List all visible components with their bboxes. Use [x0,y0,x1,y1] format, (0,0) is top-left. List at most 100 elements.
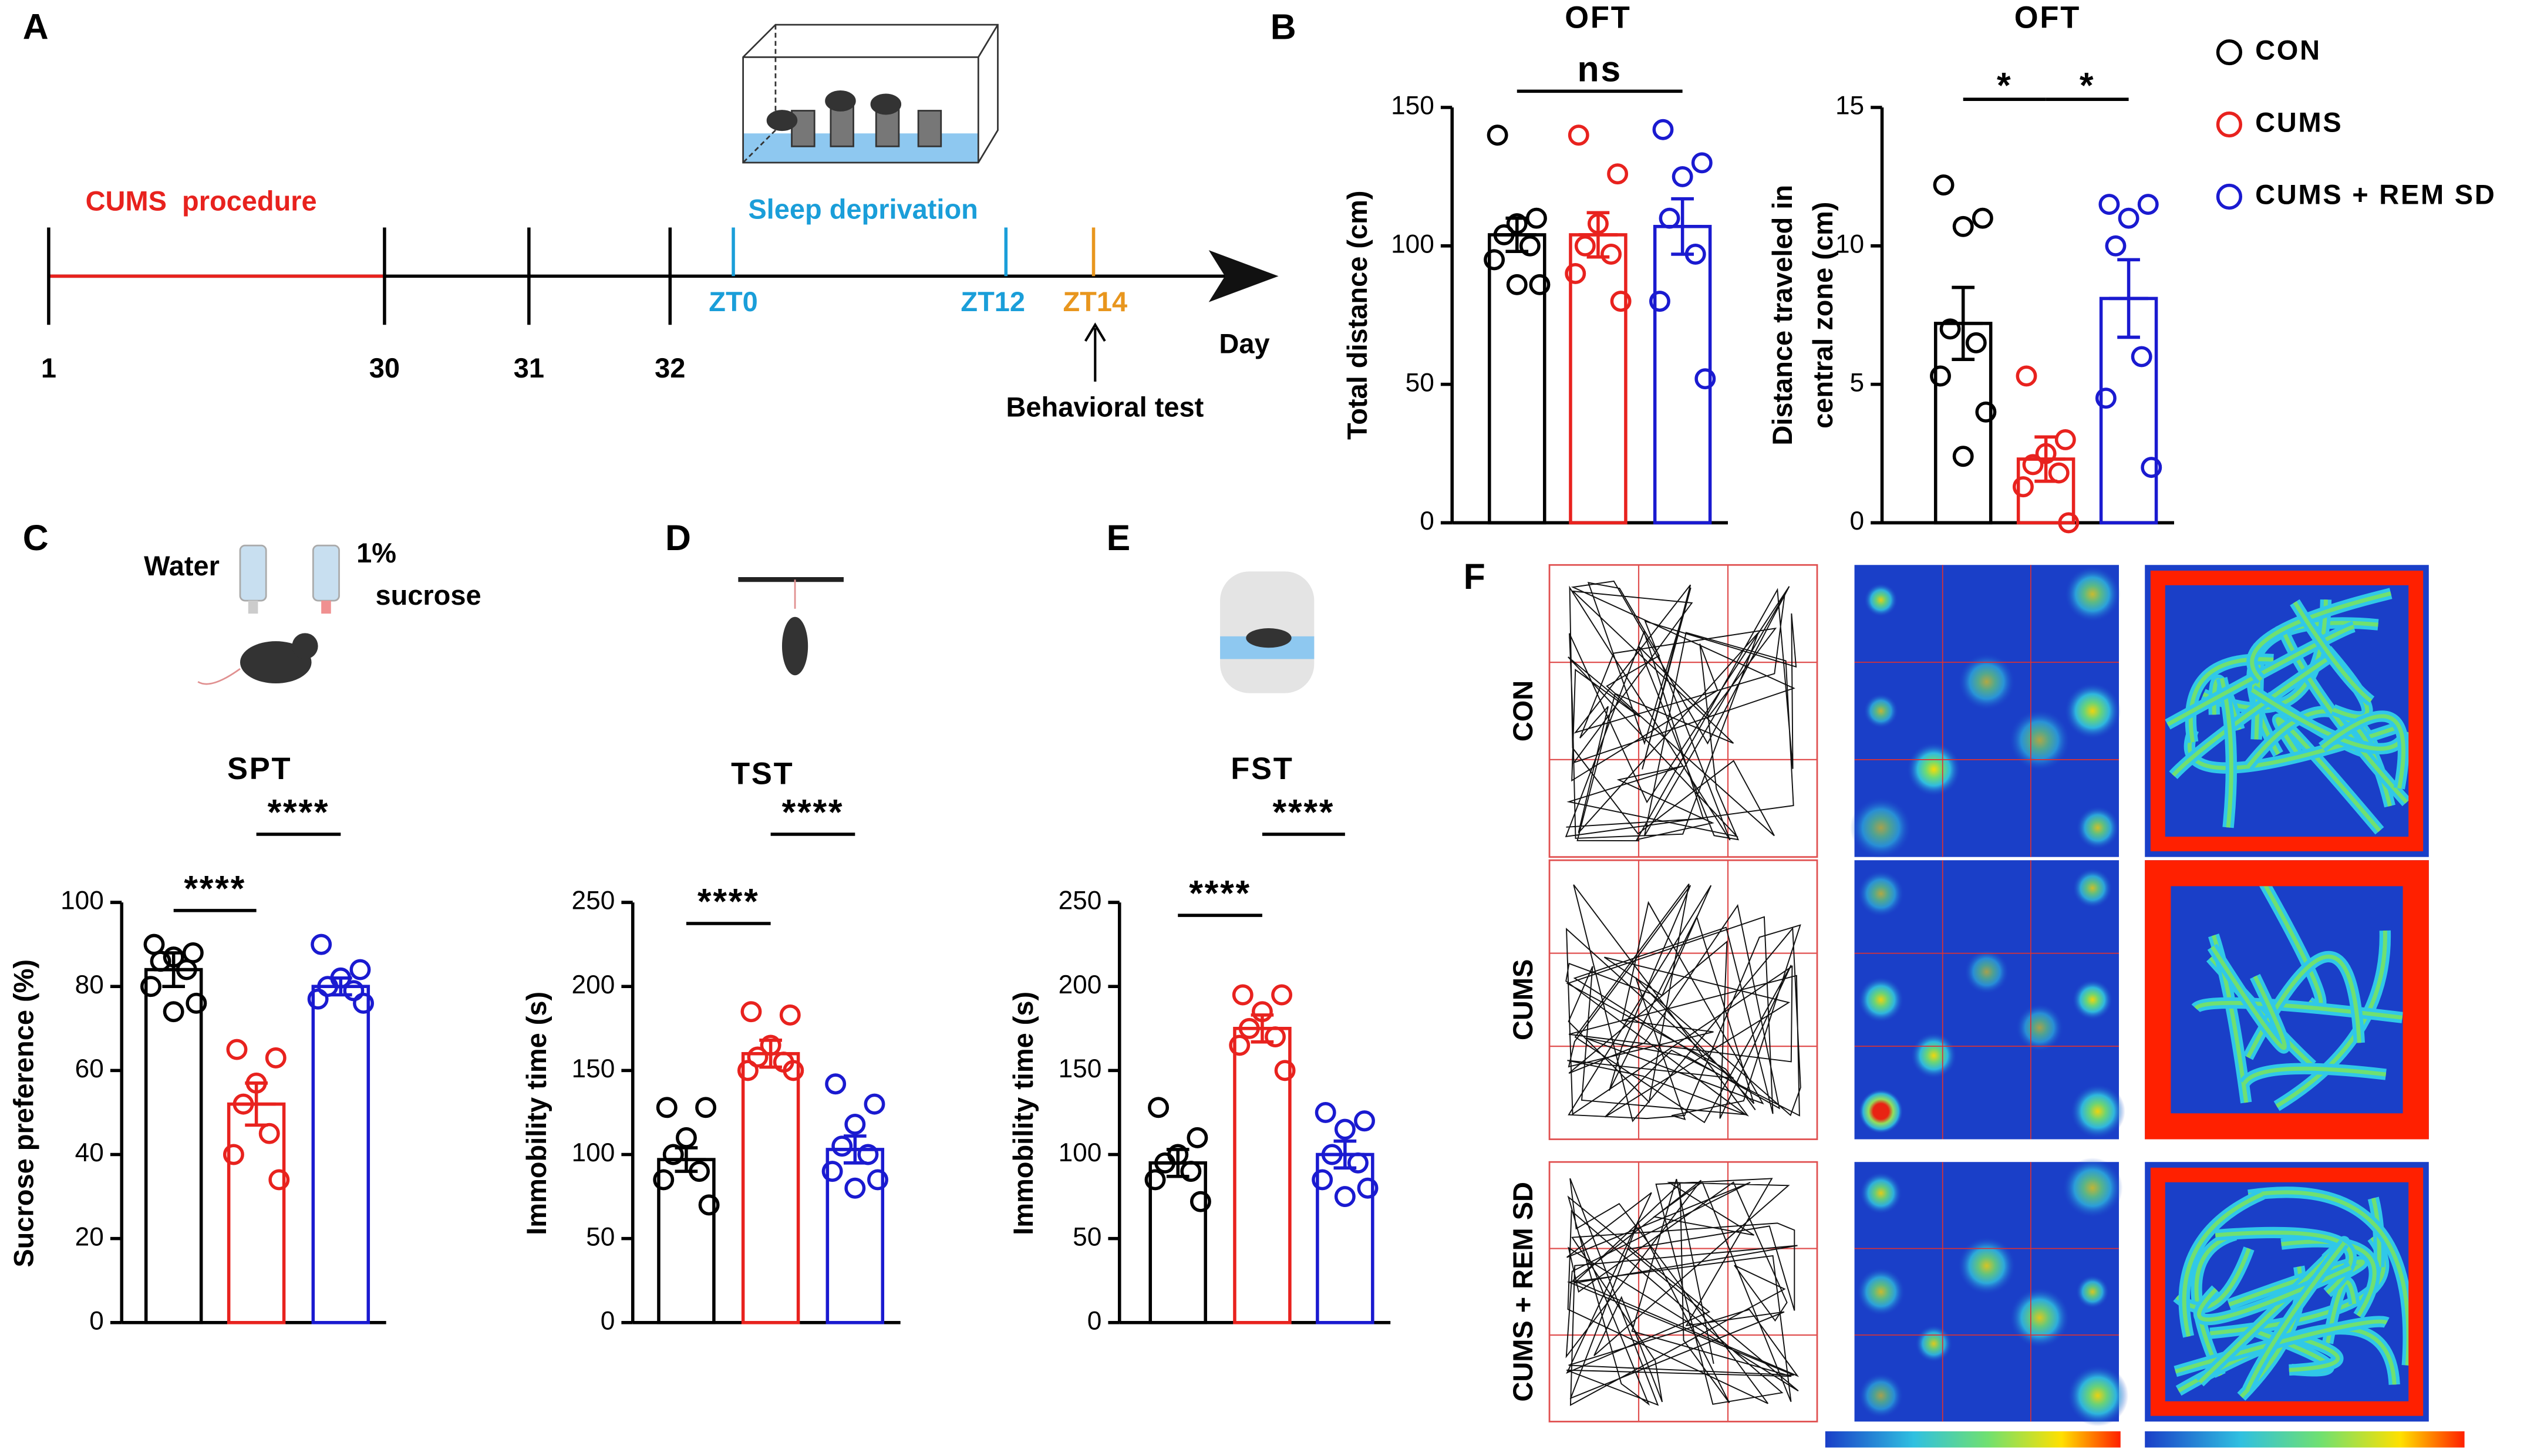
data-point [1694,368,1716,390]
tst-illustration [738,577,844,676]
error-bar [237,1081,276,1127]
data-point [1649,291,1670,312]
data-point [760,1034,781,1056]
chart-title: OFT [2014,1,2081,35]
significance-label: * [1997,65,2012,105]
density-path [2281,1239,2377,1317]
data-point [675,1127,697,1148]
data-point [1154,1152,1176,1174]
bar [1653,225,1712,525]
y-tick-label: 0 [89,1306,104,1335]
chart-title: FST [1231,751,1293,786]
data-point [1930,365,1951,387]
heat-blob [1957,653,2016,711]
y-tick-label: 20 [75,1222,104,1251]
data-point [689,1161,710,1182]
heat-blob [2072,979,2113,1020]
density-path [2182,1192,2264,1337]
data-point [1334,1186,1356,1208]
data-point [1672,166,1693,187]
y-tick-label: 10 [1835,230,1864,258]
data-point [307,988,329,1010]
data-point [747,1046,769,1068]
spt-label: sucrose [375,579,481,611]
data-point [150,951,171,972]
panel-label: B [1271,6,1296,46]
test-arrow [1084,322,1106,382]
data-point [1354,1110,1375,1132]
y-axis-label: Immobility time (s) [1008,992,1039,1235]
data-point [2035,443,2057,464]
significance-label: ns [1577,49,1622,89]
data-point [1691,152,1713,174]
heat-blob [2072,868,2113,908]
data-point [1487,124,1508,146]
significance-label: **** [268,792,330,832]
data-point [698,1194,720,1216]
track-path [1565,883,1801,1124]
density-path [2320,714,2405,789]
bar [1233,1027,1292,1324]
y-axis-label: central zone (cm) [1807,202,1838,429]
data-point [1975,401,1997,423]
data-point [1529,274,1551,295]
heat-blob [1910,1032,1957,1079]
error-bar [1497,216,1536,254]
heat-blob [2009,1287,2070,1349]
heat-blob [1915,1324,1953,1363]
heat-blob [1864,583,1898,617]
data-point [2048,462,2070,484]
panel-label: E [1107,518,1131,558]
heat-blob [1858,1373,1904,1418]
data-point [2137,194,2159,215]
data-point [140,976,161,997]
data-point [163,1001,184,1023]
density-path [2250,591,2392,682]
data-point [867,1169,888,1191]
data-point [1525,207,1547,229]
data-point [1274,1060,1296,1081]
panel-label: D [665,518,691,558]
data-point [779,1004,801,1026]
data-point [695,1097,717,1118]
heat-blob [1858,1089,1903,1134]
density-border [2150,1167,2424,1416]
density-path [2279,623,2408,804]
data-point [143,933,165,955]
significance-label: **** [782,792,844,832]
error-bar [1578,211,1618,259]
data-point [186,992,207,1014]
y-tick-label: 50 [1406,368,1434,397]
error-bar [1242,1013,1282,1044]
zt-label: ZT12 [961,286,1025,317]
data-point [1232,984,1254,1006]
data-point [1180,1161,1202,1182]
bar [144,968,203,1324]
error-bar [1943,285,1983,361]
data-point [182,942,204,963]
data-point [1610,291,1632,312]
data-point [2105,235,2127,257]
panel-label: A [23,6,49,46]
data-point [656,1097,678,1118]
spt-illustration [197,544,340,685]
y-tick-label: 40 [75,1138,104,1167]
y-tick-label: 100 [60,887,104,915]
data-point [857,1144,879,1165]
error-bar [1663,197,1702,256]
y-tick-label: 100 [1059,1138,1102,1167]
y-tick-label: 50 [586,1222,615,1251]
data-point [1229,1034,1251,1056]
data-point [1190,1191,1211,1212]
data-point [2131,346,2152,368]
data-point [831,1135,853,1157]
bar [1569,233,1628,525]
data-point [1334,1118,1356,1140]
data-point [1952,215,1974,237]
track-path [1565,1178,1800,1406]
bar [741,1051,800,1324]
y-axis-label: Total distance (cm) [1342,190,1373,440]
density-path [2197,1266,2352,1322]
data-point [1607,163,1629,185]
